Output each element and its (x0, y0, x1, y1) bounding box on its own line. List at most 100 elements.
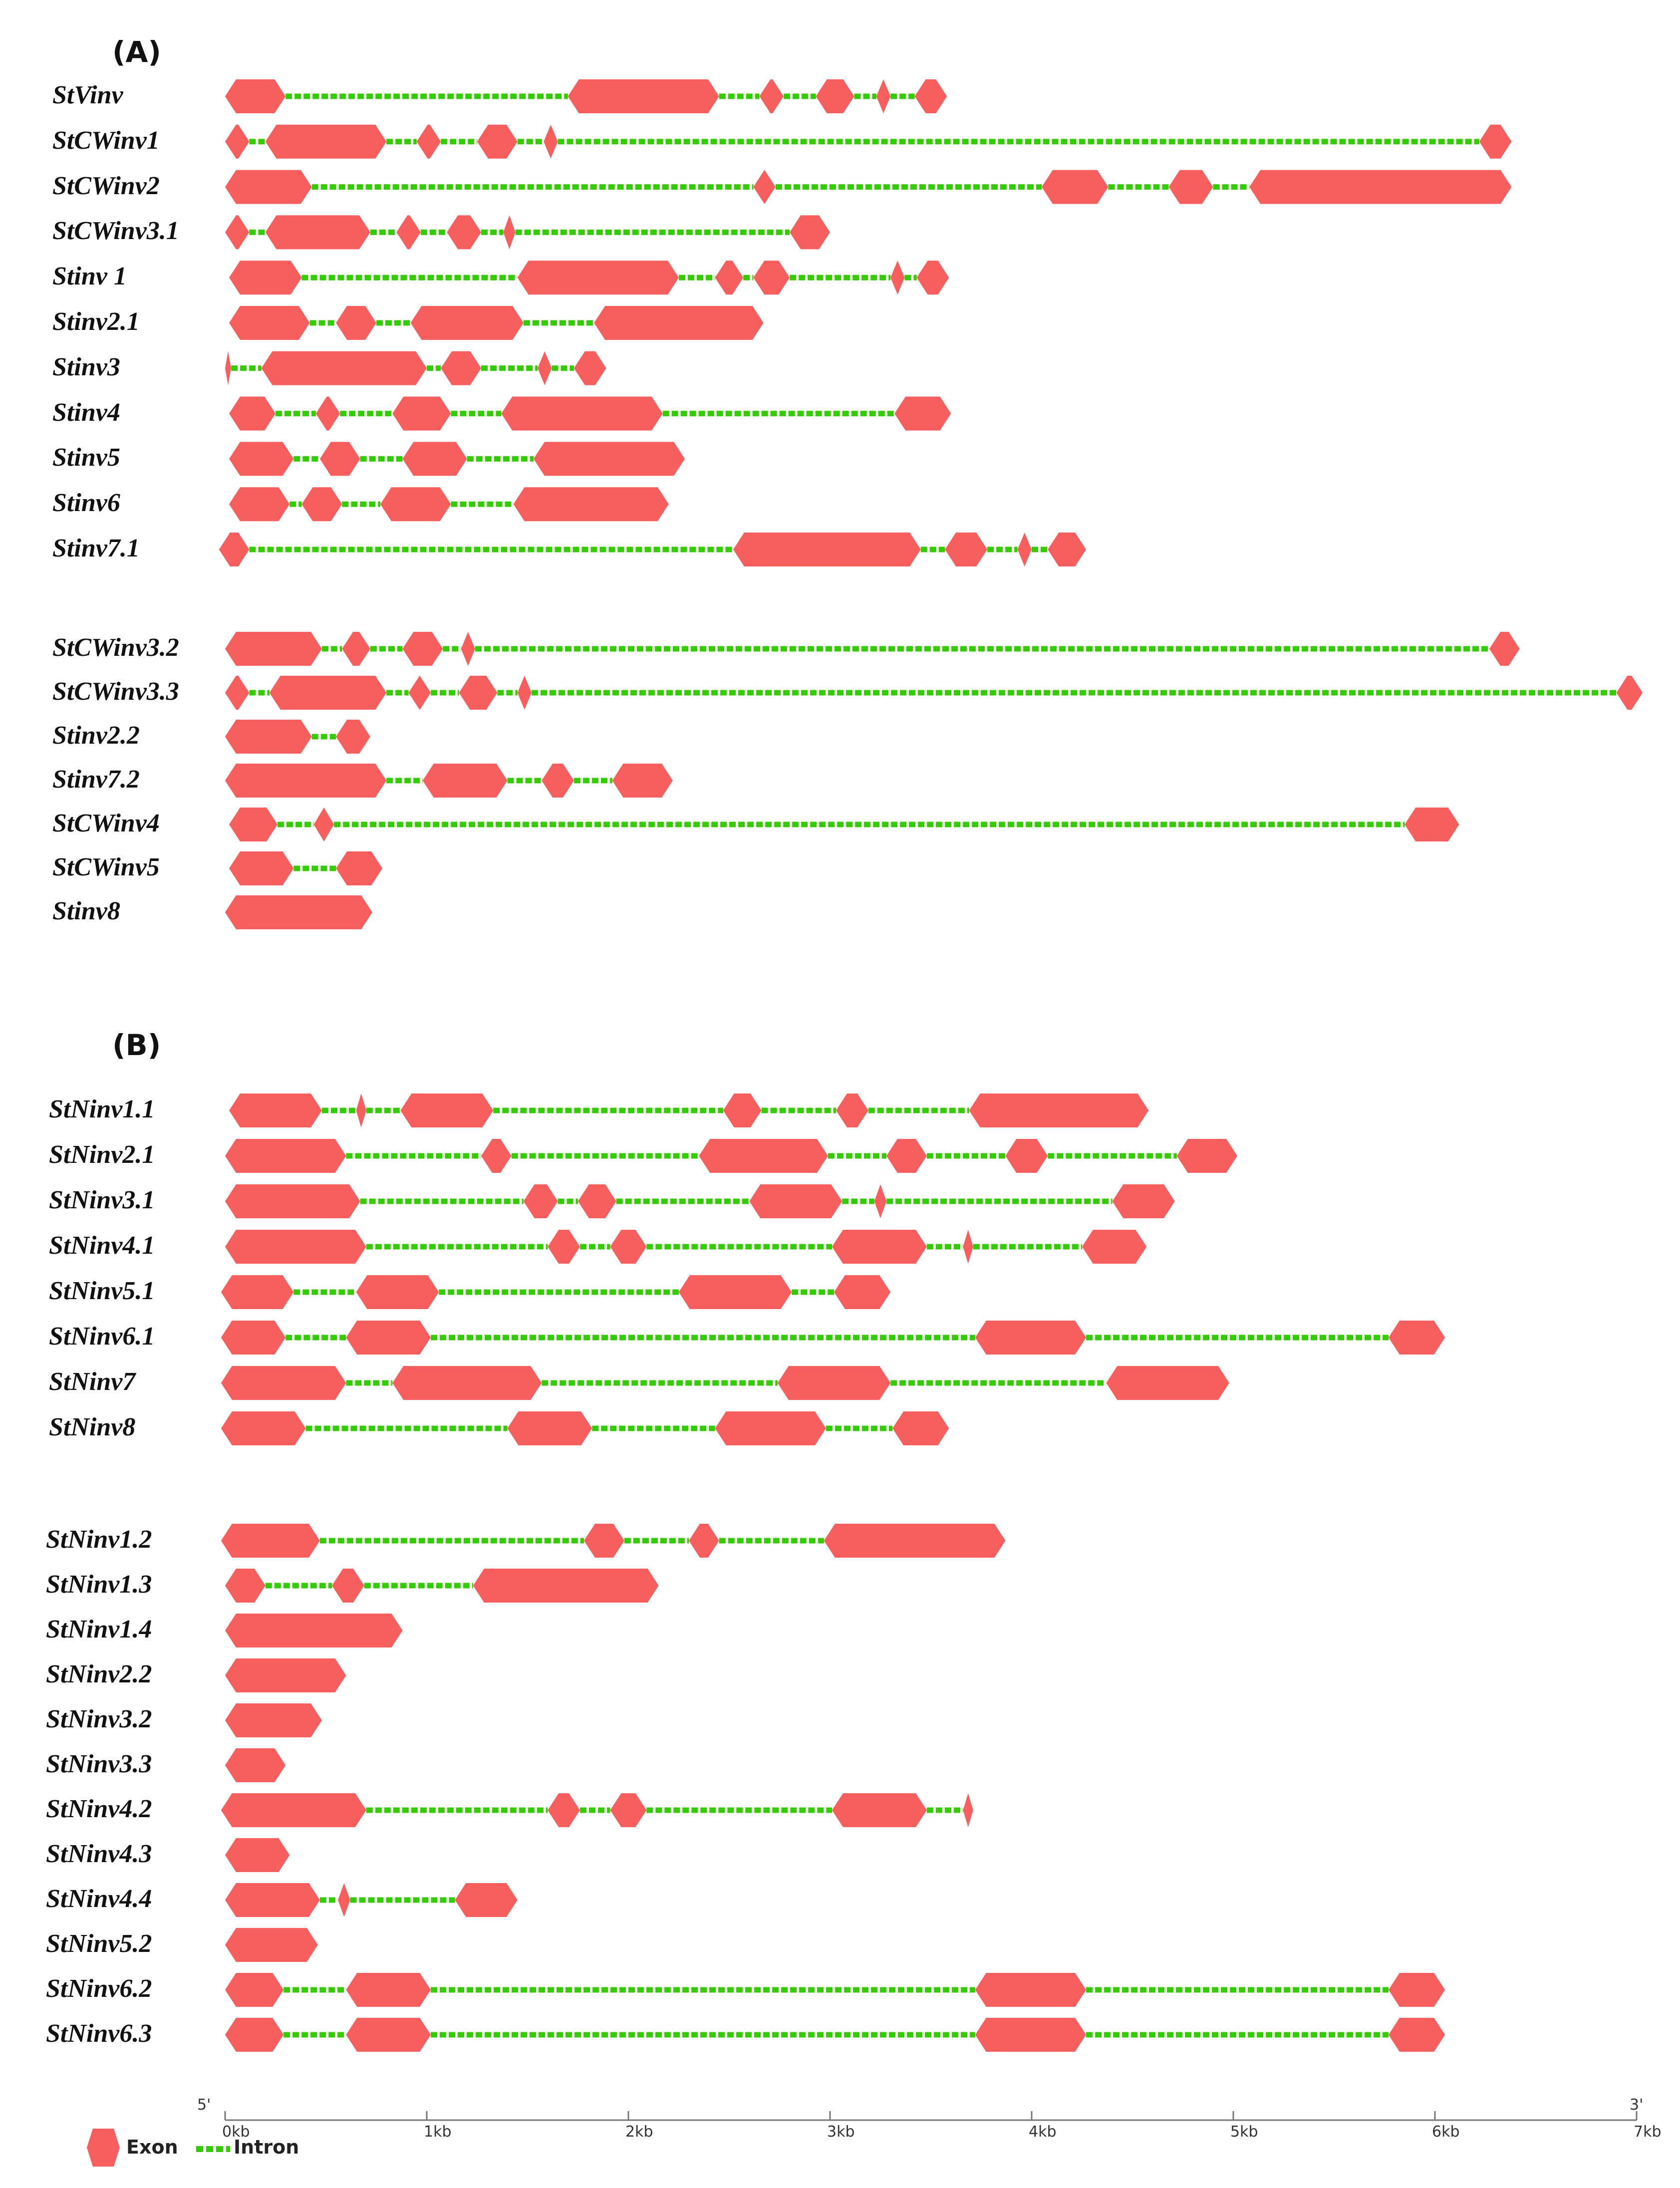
exon (523, 1184, 558, 1218)
exon (225, 1973, 284, 2007)
exon (265, 215, 370, 250)
axis-tick-label: 2kb (625, 2123, 653, 2141)
exon (265, 124, 387, 159)
exon (1017, 533, 1032, 566)
exon (834, 1275, 891, 1309)
gene-track (225, 1614, 403, 1647)
exon (447, 215, 482, 250)
gene-label: Stinv7.2 (52, 765, 140, 794)
exon (225, 1838, 290, 1872)
exon (269, 676, 387, 710)
exon (410, 306, 524, 340)
exon (538, 351, 552, 385)
exon (461, 632, 475, 666)
exon (342, 632, 370, 666)
exon (733, 533, 921, 566)
exon (408, 676, 431, 710)
exon (1404, 808, 1459, 841)
exon (221, 1411, 306, 1445)
exon (221, 1524, 320, 1558)
exon (229, 1094, 322, 1127)
exon (715, 1411, 826, 1445)
exon (914, 79, 947, 113)
gene-track (225, 1883, 518, 1917)
exon (402, 442, 467, 476)
exon (225, 1230, 366, 1264)
exon (945, 533, 988, 566)
exon (824, 1524, 1006, 1558)
gene-track (221, 1275, 891, 1309)
exon (723, 1094, 762, 1127)
exon (225, 720, 312, 754)
gene-track (225, 1658, 346, 1692)
gene-track (225, 676, 1643, 710)
exon (338, 1883, 350, 1917)
exon (229, 808, 278, 841)
gene-track (229, 808, 1459, 841)
exon (548, 1230, 580, 1264)
axis-tick-label: 1kb (424, 2123, 452, 2141)
exon (392, 396, 451, 431)
exon (221, 1275, 294, 1309)
gene-track (225, 1230, 1147, 1264)
gene-label: StNinv7 (49, 1368, 136, 1396)
exon (975, 1973, 1087, 2007)
legend-intron-label: Intron (234, 2136, 299, 2158)
exon (567, 79, 719, 113)
exon (584, 1524, 624, 1558)
gene-track (229, 442, 685, 476)
gene-label: Stinv6 (52, 489, 120, 518)
gene-label: StNinv1.1 (49, 1095, 155, 1123)
gene-track (221, 1411, 949, 1445)
exon (225, 764, 387, 798)
exon (229, 851, 294, 885)
exon (392, 1366, 542, 1400)
exon (689, 1524, 719, 1558)
exon (534, 442, 685, 476)
axis-end-label: 3' (1630, 2096, 1644, 2114)
exon (225, 632, 322, 666)
exon (229, 442, 294, 476)
exon (876, 79, 891, 113)
exon (225, 79, 286, 113)
gene-track (221, 1366, 1229, 1400)
exon (1176, 1139, 1238, 1173)
exon (890, 261, 905, 295)
exon (542, 764, 574, 798)
axis-start-label: 5' (197, 2096, 211, 2114)
exon (219, 533, 250, 566)
gene-track (225, 632, 1520, 666)
exon (1389, 1973, 1445, 2007)
gene-label: StCWinv3.2 (52, 633, 179, 662)
exon (422, 764, 508, 798)
exon (1489, 632, 1520, 666)
gene-label: StNinv6.1 (49, 1322, 155, 1351)
exon (346, 1321, 431, 1355)
exon (679, 1275, 792, 1309)
exon (836, 1094, 868, 1127)
gene-track (229, 851, 383, 885)
exon (225, 1658, 346, 1692)
gene-track (225, 1973, 1445, 2007)
exon (963, 1793, 973, 1827)
gene-label: StNinv1.4 (46, 1615, 152, 1643)
exon (874, 1184, 887, 1218)
exon (1249, 170, 1512, 204)
exon (517, 261, 679, 295)
exon (969, 1094, 1149, 1127)
gene-label: StNinv5.2 (46, 1929, 152, 1958)
gene-track (219, 533, 1087, 566)
gene-track (229, 396, 951, 431)
exon (225, 676, 250, 710)
exon (221, 1366, 346, 1400)
exon (548, 1793, 580, 1827)
exon (963, 1230, 973, 1264)
axis-tick-label: 3kb (827, 2123, 855, 2141)
exon (790, 215, 830, 250)
exon (777, 1366, 891, 1400)
gene-label: StNinv4.4 (46, 1885, 152, 1913)
exon (229, 487, 290, 522)
exon (612, 764, 673, 798)
